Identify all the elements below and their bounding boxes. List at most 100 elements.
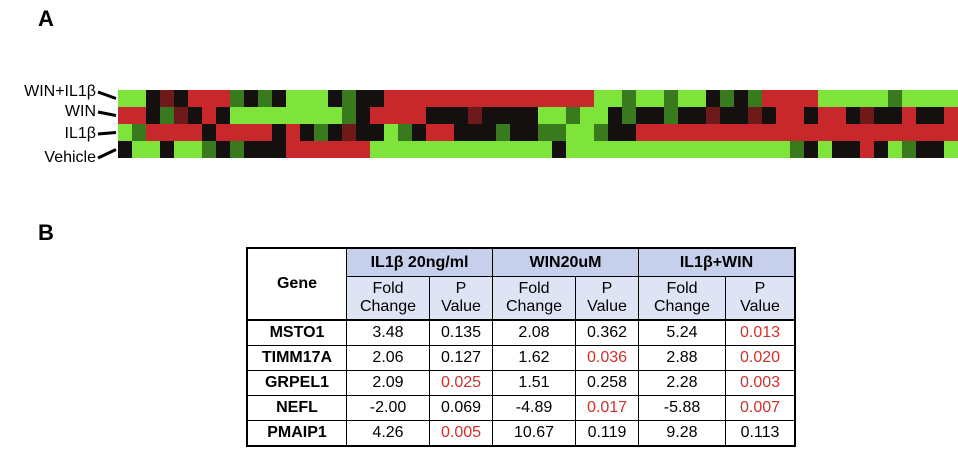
heat-cell xyxy=(944,90,958,107)
heat-cell xyxy=(300,124,315,141)
heat-cell xyxy=(944,141,958,158)
heat-cell xyxy=(440,107,455,124)
heat-cell xyxy=(762,141,777,158)
heat-cell xyxy=(720,124,735,141)
heat-cell xyxy=(482,90,497,107)
heat-cell xyxy=(244,141,259,158)
heat-cell xyxy=(118,107,133,124)
heat-cell xyxy=(244,107,259,124)
heat-cell xyxy=(776,124,791,141)
heat-cell xyxy=(300,90,315,107)
heat-cell xyxy=(146,124,161,141)
heat-cell xyxy=(440,124,455,141)
heat-cell xyxy=(468,90,483,107)
heat-cell xyxy=(846,107,861,124)
heat-cell xyxy=(426,141,441,158)
fold-change: -5.88 xyxy=(638,395,726,421)
results-table: Gene IL1β 20ng/ml WIN20uM IL1β+WIN Fold … xyxy=(246,247,796,447)
heat-cell xyxy=(538,90,553,107)
table-row: TIMM17A 2.06 0.127 1.62 0.036 2.88 0.020 xyxy=(246,345,796,371)
heat-cell xyxy=(916,141,931,158)
heat-cell xyxy=(328,107,343,124)
heat-cell xyxy=(720,141,735,158)
heat-cell xyxy=(524,90,539,107)
heat-cell xyxy=(916,124,931,141)
heat-cell xyxy=(888,141,903,158)
heat-cell xyxy=(216,107,231,124)
sub-header: Fold Change xyxy=(492,276,576,321)
heat-cell xyxy=(258,90,273,107)
fold-change: 3.48 xyxy=(346,319,430,346)
heat-cell xyxy=(272,141,287,158)
heat-cell xyxy=(188,141,203,158)
heat-cell xyxy=(398,124,413,141)
heat-cell xyxy=(370,107,385,124)
heat-cell xyxy=(300,107,315,124)
p-value: 0.069 xyxy=(429,395,493,421)
heat-cell xyxy=(902,141,917,158)
heat-cell xyxy=(328,141,343,158)
heat-cell xyxy=(622,141,637,158)
heat-cell xyxy=(118,90,133,107)
heat-cell xyxy=(930,124,945,141)
heat-cell xyxy=(118,141,133,158)
table-row: PMAIP1 4.26 0.005 10.67 0.119 9.28 0.113 xyxy=(246,420,796,447)
heat-cell xyxy=(132,90,147,107)
fold-change: 2.06 xyxy=(346,345,430,371)
heat-cell xyxy=(524,124,539,141)
row-label: WIN xyxy=(65,103,96,120)
heat-cell xyxy=(944,107,958,124)
heat-cell xyxy=(776,141,791,158)
heat-cell xyxy=(426,124,441,141)
heat-cell xyxy=(846,124,861,141)
p-value: 0.005 xyxy=(429,420,493,447)
heat-cell xyxy=(636,124,651,141)
heat-cell xyxy=(244,124,259,141)
fold-change: 10.67 xyxy=(492,420,576,447)
p-value: 0.362 xyxy=(575,319,639,346)
heat-cell xyxy=(160,141,175,158)
fold-change: -2.00 xyxy=(346,395,430,421)
heat-cell xyxy=(650,90,665,107)
heat-cell xyxy=(636,141,651,158)
heat-cell xyxy=(342,107,357,124)
heat-cell xyxy=(202,107,217,124)
heat-cell xyxy=(524,141,539,158)
p-value: 0.113 xyxy=(725,420,796,447)
heat-cell xyxy=(832,124,847,141)
heat-cell xyxy=(664,90,679,107)
heat-cell xyxy=(258,107,273,124)
heat-cell xyxy=(328,90,343,107)
heat-cell xyxy=(272,124,287,141)
heat-cell xyxy=(468,141,483,158)
heat-cell xyxy=(664,107,679,124)
heat-cell xyxy=(510,90,525,107)
heat-cell xyxy=(930,107,945,124)
heat-cell xyxy=(832,107,847,124)
heat-cell xyxy=(580,141,595,158)
heat-cell xyxy=(384,124,399,141)
sub-header: P Value xyxy=(725,276,796,321)
heat-cell xyxy=(370,141,385,158)
heat-cell xyxy=(720,107,735,124)
heat-cell xyxy=(762,90,777,107)
heat-cell xyxy=(160,124,175,141)
heat-cell xyxy=(272,107,287,124)
heat-cell xyxy=(356,141,371,158)
gene-header: Gene xyxy=(246,247,347,321)
heat-cell xyxy=(594,124,609,141)
heat-cell xyxy=(860,141,875,158)
heat-cell xyxy=(482,107,497,124)
gene-name: TIMM17A xyxy=(246,345,347,371)
heat-cell xyxy=(160,90,175,107)
heat-cell xyxy=(384,107,399,124)
heat-cell xyxy=(888,90,903,107)
table-row: NEFL -2.00 0.069 -4.89 0.017 -5.88 0.007 xyxy=(246,395,796,421)
heat-cell xyxy=(272,90,287,107)
heat-cell xyxy=(202,124,217,141)
heat-cell xyxy=(580,107,595,124)
sub-header: P Value xyxy=(575,276,639,321)
heat-cell xyxy=(328,124,343,141)
group-header: WIN20uM xyxy=(492,247,639,277)
heat-cell xyxy=(944,124,958,141)
